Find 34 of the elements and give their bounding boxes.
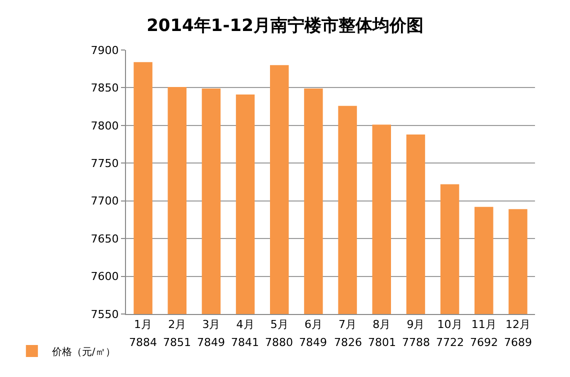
y-tick-label: 7750	[90, 156, 119, 170]
x-tick-label: 2月	[168, 318, 186, 332]
x-tick-label: 7月	[338, 318, 357, 332]
x-tick-label: 3月	[202, 318, 220, 332]
data-label: 7884	[129, 336, 157, 349]
y-tick-label: 7650	[90, 232, 119, 246]
data-label: 7801	[368, 336, 396, 349]
data-label: 7689	[504, 336, 532, 349]
data-label: 7826	[334, 336, 362, 349]
y-tick-label: 7700	[90, 194, 119, 208]
chart-title: 2014年1-12月南宁楼市整体均价图	[146, 16, 424, 36]
legend-label: 价格（元/㎡）	[50, 346, 116, 358]
x-tick-label: 10月	[437, 318, 462, 332]
x-tick-label: 12月	[505, 318, 530, 332]
data-label: 7849	[299, 336, 327, 349]
x-tick-label: 5月	[270, 318, 288, 332]
x-tick-label: 1月	[134, 318, 152, 332]
y-tick-label: 7850	[90, 82, 119, 95]
x-tick-label: 4月	[236, 318, 254, 332]
data-label: 7841	[231, 336, 259, 349]
data-label: 7849	[197, 336, 225, 349]
data-label: 7788	[402, 336, 430, 349]
data-label: 7851	[163, 336, 191, 349]
y-tick-label: 7900	[90, 44, 119, 57]
y-tick-label: 7600	[90, 270, 119, 284]
x-tick-label: 6月	[304, 318, 322, 332]
x-tick-label: 11月	[471, 318, 496, 332]
x-tick-label: 8月	[372, 318, 391, 332]
y-tick-label: 7800	[90, 119, 119, 132]
x-tick-label: 9月	[406, 318, 425, 332]
data-label: 7722	[436, 336, 464, 349]
data-label: 7880	[265, 336, 293, 349]
y-tick-label: 7550	[90, 308, 119, 321]
data-label: 7692	[470, 336, 498, 349]
